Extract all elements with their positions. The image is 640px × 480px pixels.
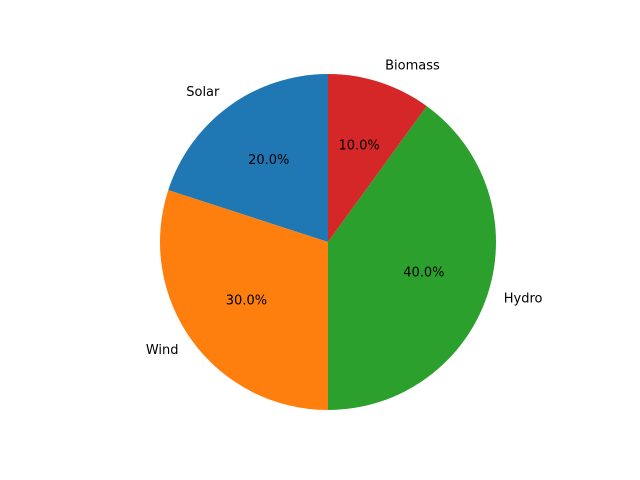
pie-slices: [160, 74, 496, 410]
percent-label-biomass: 10.0%: [338, 139, 379, 154]
pie-slice-biomass: [328, 74, 427, 242]
percent-label-hydro: 40.0%: [403, 266, 444, 281]
pie-labels: Solar 20.0% Wind 30.0% Hydro 40.0% Biomass 10.0…: [146, 59, 543, 358]
pie-slice-wind: [160, 190, 328, 410]
category-label-hydro: Hydro: [504, 292, 543, 307]
pie-slice-hydro: [328, 106, 496, 410]
pie-slice-solar: [168, 74, 328, 242]
percent-label-solar: 20.0%: [248, 153, 289, 168]
category-label-wind: Wind: [146, 343, 179, 358]
category-label-solar: Solar: [186, 85, 220, 100]
percent-label-wind: 30.0%: [226, 294, 267, 309]
category-label-biomass: Biomass: [385, 59, 440, 74]
